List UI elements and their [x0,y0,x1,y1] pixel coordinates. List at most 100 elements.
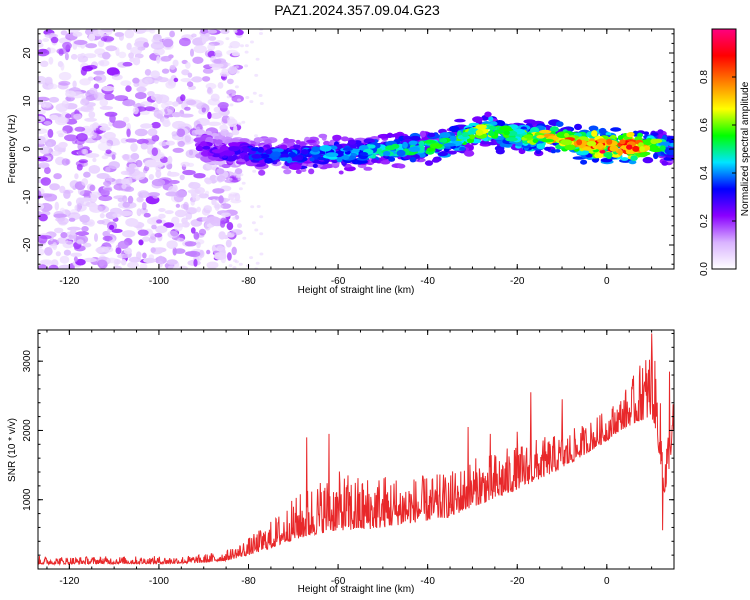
heatmap-cell [588,125,599,132]
heatmap-cell [111,154,116,160]
heatmap-cell [325,152,339,158]
heatmap-cell [175,203,181,208]
heatmap-cell [112,213,122,218]
heatmap-cell [231,93,236,97]
heatmap-cell [38,42,44,48]
heatmap-cell [147,128,158,137]
heatmap-cell [181,217,188,224]
heatmap-cell [95,73,107,83]
y-tick-label: 1000 [22,488,33,511]
heatmap-cell [259,102,264,105]
heatmap-cell [226,62,231,66]
heatmap-cell [172,120,186,130]
heatmap-cell [258,94,263,97]
snr-y-ticks: 1000 2000 3000 [22,332,674,570]
heatmap-cell [125,138,138,143]
heatmap-cell [106,67,120,76]
heatmap-cell [338,170,344,175]
colorbar-tick-label: 0.6 [699,118,710,132]
heatmap-cell [165,140,175,146]
heatmap-cell [576,139,583,146]
heatmap-cell [89,184,96,192]
heatmap-cell [235,70,240,74]
heatmap-cell [100,36,115,42]
heatmap-cell [171,112,182,118]
snr-y-axis-label: SNR (10 * v/v) [7,418,18,482]
heatmap-cell [172,59,179,67]
heatmap-cell [151,121,161,129]
heatmap-cell [619,139,626,145]
heatmap-cell [50,150,61,156]
heatmap-cell [235,175,240,179]
heatmap-cell [234,85,239,89]
heatmap-cell [74,139,85,145]
heatmap-cell [232,154,238,160]
heatmap-cell [82,242,92,248]
heatmap-cell [153,47,165,56]
heatmap-cell [122,154,130,161]
heatmap-cell [220,217,228,225]
heatmap-cell [109,224,115,230]
heatmap-cell [97,40,105,48]
heatmap-cell [158,213,166,219]
heatmap-cell [300,168,307,172]
heatmap-cell [219,124,228,131]
heatmap-cell [58,48,64,56]
heatmap-cell [643,131,650,135]
heatmap-cell [48,264,59,269]
heatmap-cell [599,149,606,154]
heatmap-cell [122,201,130,208]
heatmap-cell [127,195,134,204]
heatmap-cell [96,259,108,268]
heatmap-cell [564,132,569,138]
heatmap-cell [610,127,622,132]
heatmap-cell [187,250,201,258]
heatmap-cell [39,259,53,265]
heatmap-cell [57,217,69,225]
heatmap-cell [89,203,98,212]
heatmap-cell [220,29,230,35]
heatmap-cell [94,233,98,242]
heatmap-cell [68,217,76,222]
heatmap-cell [171,216,180,225]
heatmap-cell [617,149,623,156]
heatmap-cell [122,195,128,203]
heatmap-cell [135,92,147,100]
heatmap-cell [38,76,47,85]
heatmap-cell [144,106,156,112]
heatmap-cell [80,67,87,76]
heatmap-cell [158,141,168,147]
heatmap-cell [238,187,243,191]
heatmap-cell [311,146,320,153]
heatmap-cell [173,248,186,254]
heatmap-cell [112,120,127,129]
x-tick-label: -60 [331,276,346,287]
heatmap-cell [288,163,302,170]
heatmap-cell [169,30,176,38]
heatmap-cell [67,226,82,231]
heatmap-cell [204,32,210,38]
heatmap-cell [43,121,52,125]
heatmap-cell [123,247,132,255]
heatmap-cell [196,206,201,213]
heatmap-cell [79,78,91,86]
heatmap-cell [60,232,68,239]
heatmap-cell [232,216,237,220]
heatmap-cell [140,143,148,150]
x-tick-label: -40 [420,576,435,587]
x-tick-label: -100 [149,276,169,287]
heatmap-cell [402,141,408,149]
heatmap-cell [205,136,213,142]
x-tick-label: -120 [59,576,79,587]
heatmap-cell [190,48,194,57]
heatmap-cell [192,56,204,64]
heatmap-cell [264,157,273,164]
heatmap-cell [154,232,163,238]
heatmap-cell [122,116,130,123]
heatmap-cell [151,147,158,156]
heatmap-cell [309,157,315,162]
heatmap-cell [53,213,67,218]
heatmap-cell [67,201,72,207]
heatmap-cell [190,227,196,234]
heatmap-cell [201,107,206,113]
